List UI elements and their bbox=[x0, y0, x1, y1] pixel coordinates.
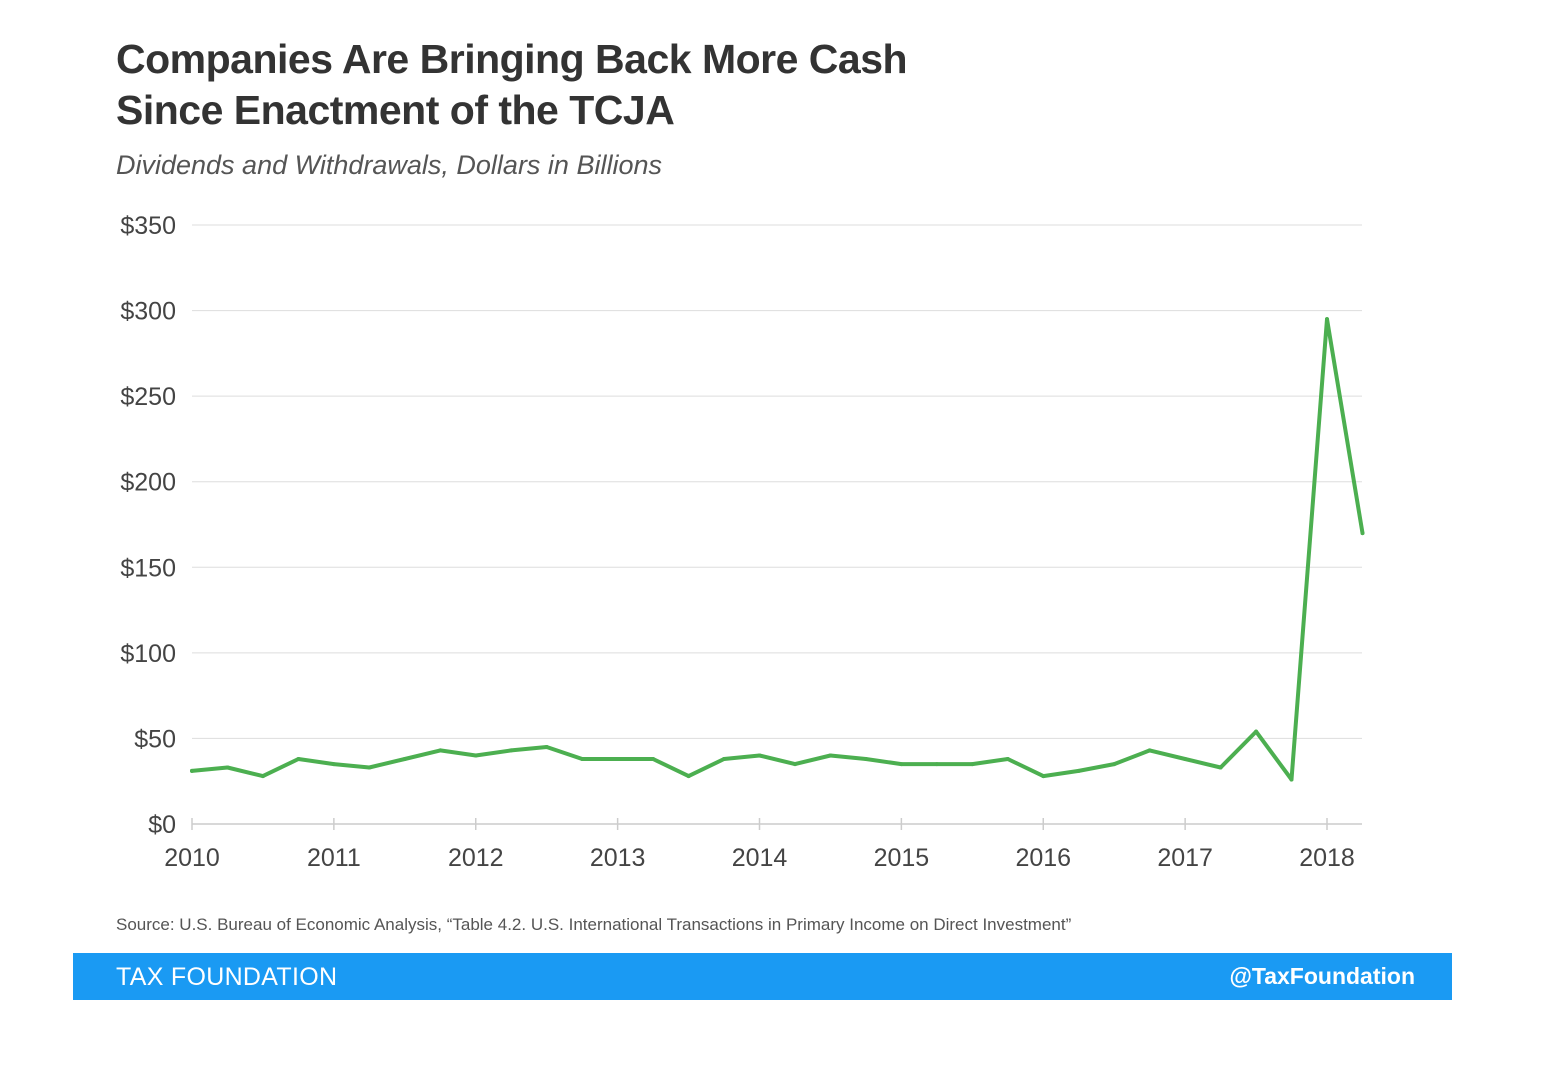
x-tick-label: 2017 bbox=[1157, 844, 1213, 872]
chart-title-line-1: Companies Are Bringing Back More Cash bbox=[116, 36, 908, 82]
x-tick-label: 2010 bbox=[164, 844, 220, 872]
data-point bbox=[1254, 729, 1259, 734]
data-point bbox=[828, 753, 833, 758]
data-point bbox=[580, 757, 585, 761]
gridlines bbox=[192, 224, 1362, 739]
data-point bbox=[1325, 317, 1329, 322]
data-point bbox=[331, 762, 336, 767]
y-tick-label: $300 bbox=[120, 298, 176, 326]
chart-title: Companies Are Bringing Back More Cash Si… bbox=[116, 34, 908, 136]
x-axis: 2010 2011 2012 2013 2014 2015 2016 2017 2018 bbox=[164, 818, 1362, 872]
data-point bbox=[970, 762, 975, 767]
data-point bbox=[1183, 757, 1188, 761]
data-point bbox=[509, 748, 514, 753]
data-point bbox=[934, 762, 939, 767]
social-handle[interactable]: @TaxFoundation bbox=[1229, 963, 1415, 989]
series-line bbox=[190, 317, 1365, 782]
data-point bbox=[1076, 768, 1081, 773]
data-point bbox=[367, 765, 372, 770]
y-tick-label: $150 bbox=[120, 554, 176, 582]
data-point bbox=[757, 753, 762, 758]
x-tick-label: 2013 bbox=[590, 844, 646, 872]
y-tick-label: $50 bbox=[134, 725, 176, 753]
chart-title-line-2: Since Enactment of the TCJA bbox=[116, 87, 675, 133]
y-axis-tick-labels: $0 $50 $100 $150 $200 $250 $300 $350 bbox=[120, 212, 176, 839]
data-point bbox=[260, 774, 265, 779]
data-point bbox=[1289, 777, 1294, 782]
x-tick-label: 2016 bbox=[1015, 844, 1071, 872]
y-tick-label: $200 bbox=[120, 469, 176, 497]
data-point bbox=[544, 745, 549, 749]
data-point bbox=[793, 762, 797, 767]
data-point bbox=[296, 757, 301, 761]
x-tick-label: 2012 bbox=[448, 844, 504, 872]
data-point bbox=[225, 765, 230, 770]
y-tick-label: $0 bbox=[148, 811, 176, 839]
source-note: Source: U.S. Bureau of Economic Analysis… bbox=[116, 915, 1072, 934]
data-point bbox=[190, 768, 194, 773]
x-tick-label: 2015 bbox=[874, 844, 930, 872]
x-tick-label: 2014 bbox=[732, 844, 788, 872]
data-point bbox=[1041, 774, 1046, 779]
chart-subtitle: Dividends and Withdrawals, Dollars in Bi… bbox=[116, 150, 662, 180]
data-point bbox=[1147, 748, 1152, 753]
data-point bbox=[863, 757, 868, 761]
data-point bbox=[1218, 765, 1223, 770]
chart-card bbox=[73, 0, 1452, 1000]
y-tick-label: $100 bbox=[120, 640, 176, 668]
data-point bbox=[686, 774, 691, 779]
x-tick-label: 2011 bbox=[307, 844, 361, 872]
x-tick-label: 2018 bbox=[1299, 844, 1355, 872]
data-point bbox=[1360, 531, 1365, 536]
data-point bbox=[651, 757, 656, 761]
y-tick-label: $250 bbox=[120, 383, 176, 411]
y-tick-label: $350 bbox=[120, 212, 176, 240]
data-point bbox=[438, 748, 443, 753]
data-point bbox=[722, 757, 726, 761]
data-point bbox=[1005, 757, 1010, 761]
brand-name: TAX FOUNDATION bbox=[116, 963, 338, 991]
data-series bbox=[190, 317, 1365, 782]
data-point bbox=[1112, 762, 1117, 767]
footer-bar: TAX FOUNDATION @TaxFoundation bbox=[73, 953, 1452, 1000]
data-point bbox=[473, 753, 478, 758]
data-point bbox=[402, 757, 407, 761]
data-point bbox=[899, 762, 904, 767]
data-point bbox=[615, 757, 620, 761]
